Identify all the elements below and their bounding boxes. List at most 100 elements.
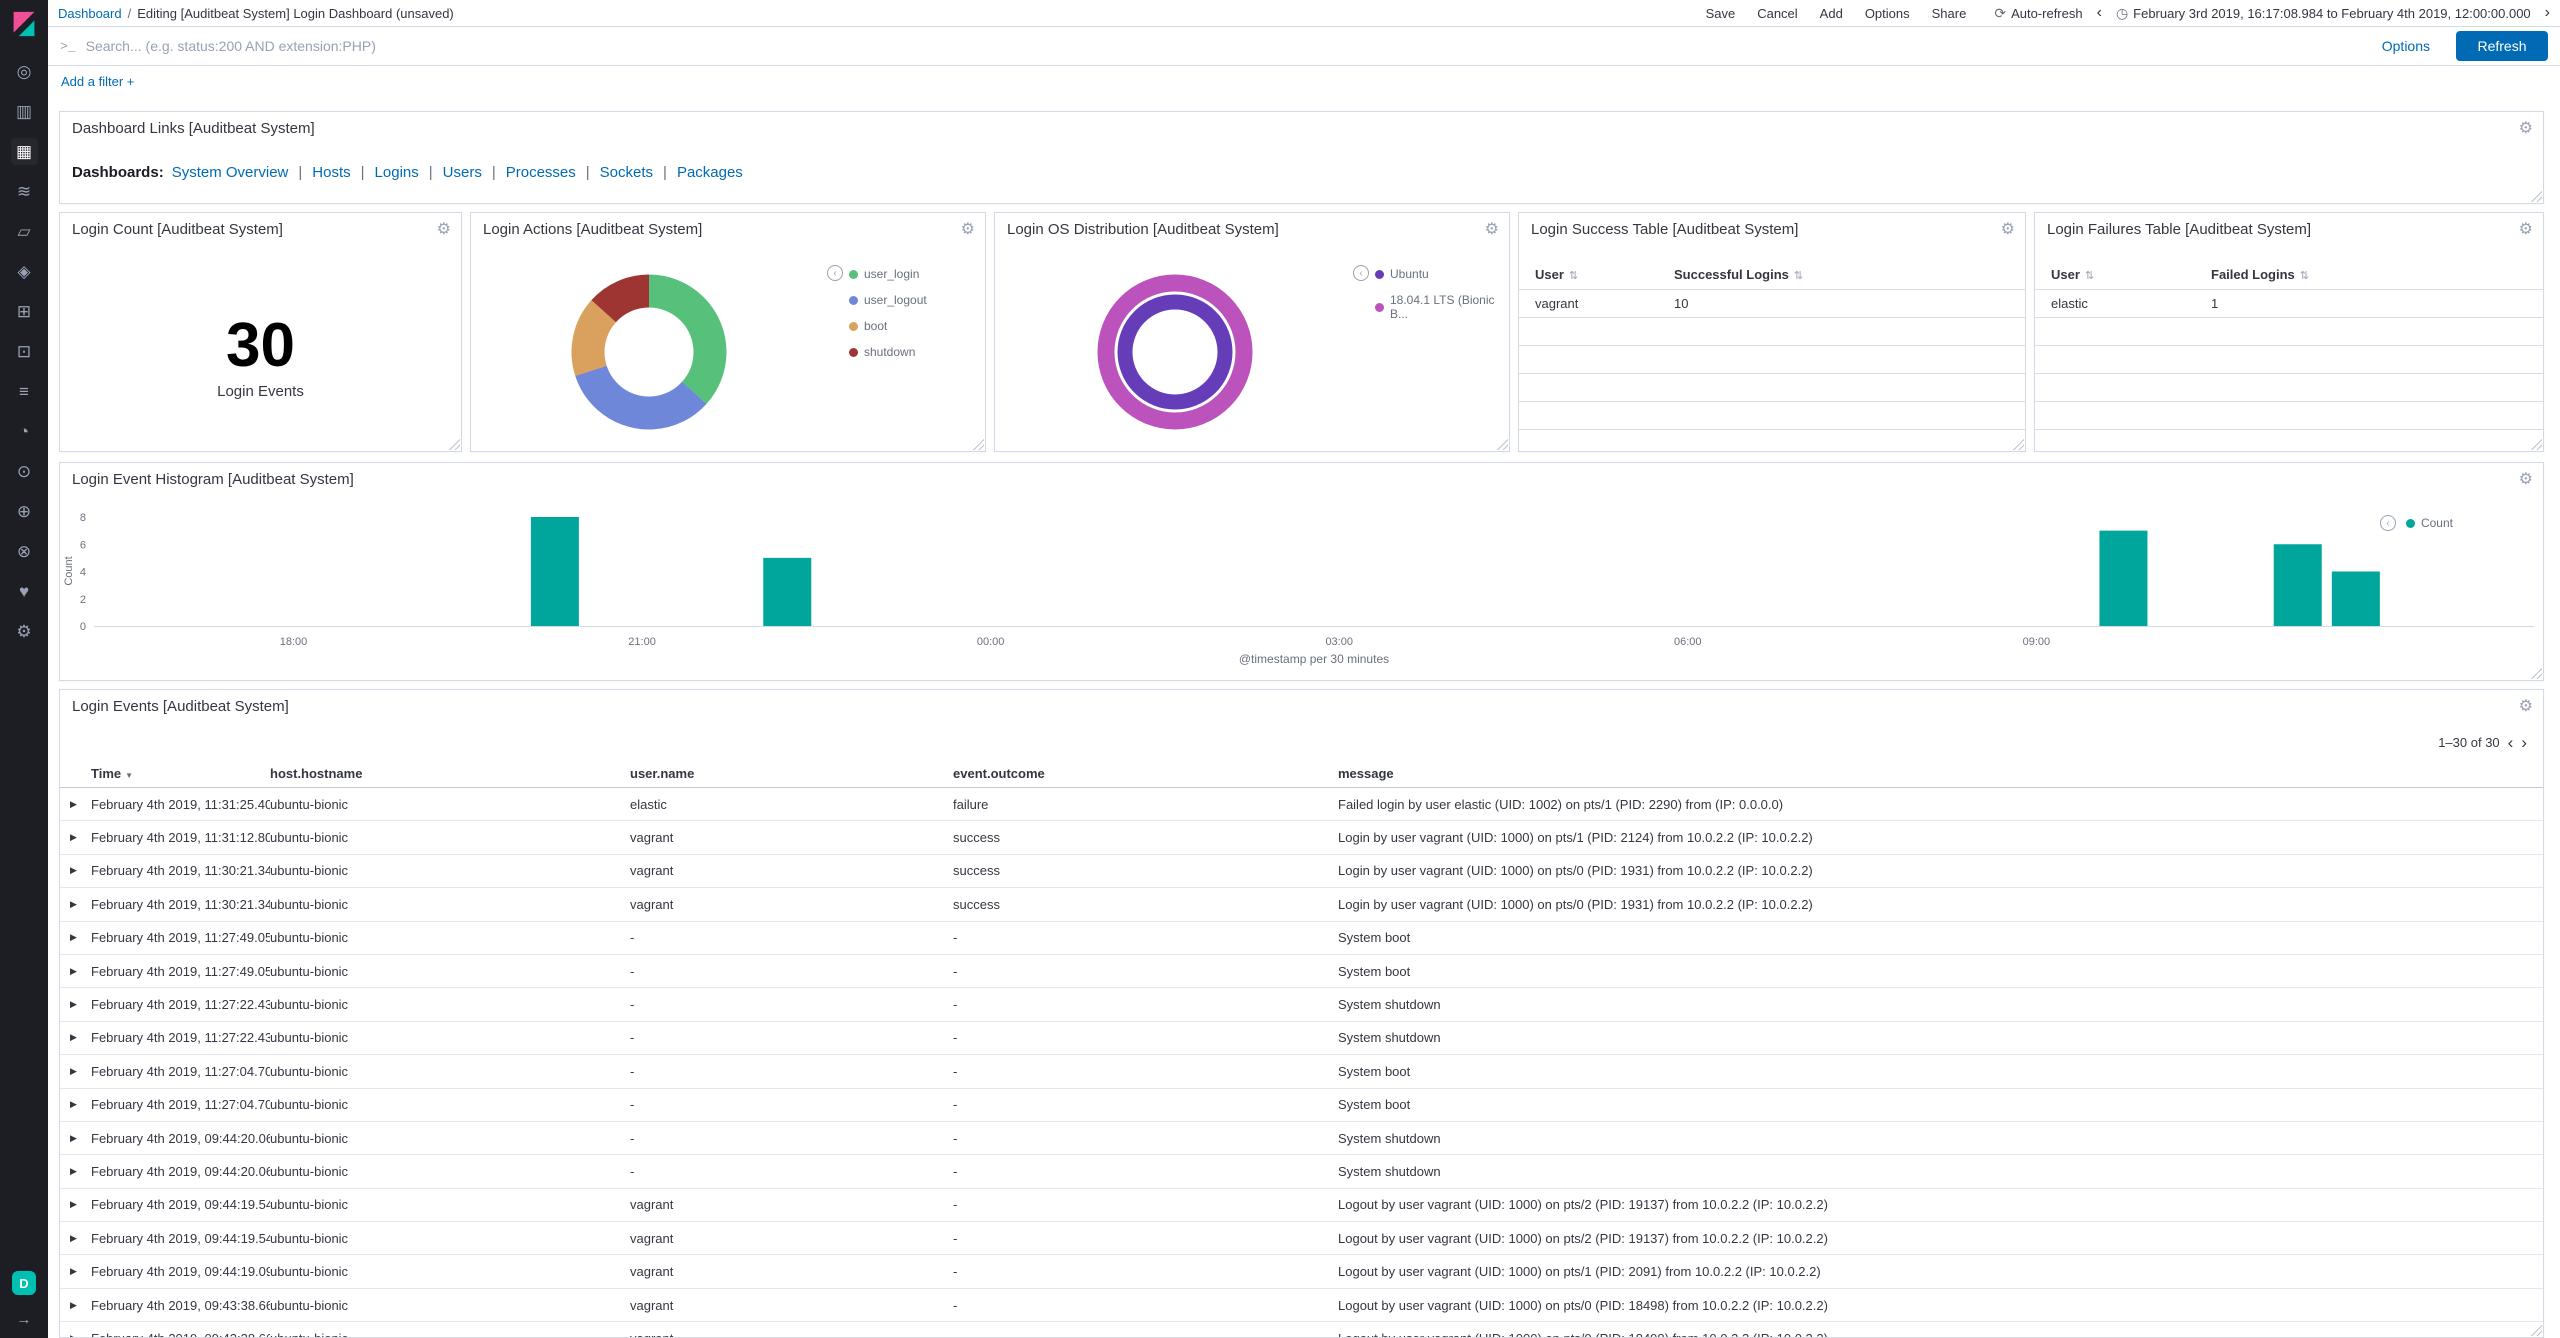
add-filter-link[interactable]: Add a filter +: [61, 74, 135, 89]
expand-row-icon[interactable]: ▶: [70, 1066, 86, 1077]
apm-icon[interactable]: ◔: [11, 418, 38, 445]
donut-slice[interactable]: [1097, 274, 1253, 430]
machine-learning-icon[interactable]: ⊞: [11, 298, 38, 325]
panel-title[interactable]: Login Actions [Auditbeat System]: [483, 221, 703, 238]
dashboard-link-users[interactable]: Users: [442, 164, 482, 181]
expand-row-icon[interactable]: ▶: [70, 1199, 86, 1210]
expand-row-icon[interactable]: ▶: [70, 1032, 86, 1043]
panel-options-gear-icon[interactable]: ⚙: [2518, 221, 2533, 238]
legend-item[interactable]: Ubuntu: [1375, 267, 1509, 281]
column-header-host-hostname[interactable]: host.hostname: [270, 766, 630, 781]
dashboard-link-system-overview[interactable]: System Overview: [171, 164, 289, 181]
histogram-bar[interactable]: [2273, 544, 2322, 626]
infrastructure-icon[interactable]: ⊡: [11, 338, 38, 365]
histogram-bar[interactable]: [530, 517, 579, 626]
auto-refresh-button[interactable]: ⟳ Auto-refresh: [1994, 5, 2082, 22]
expand-row-icon[interactable]: ▶: [70, 1333, 86, 1337]
column-header[interactable]: Failed Logins ⇅: [2211, 267, 2543, 282]
dashboard-link-packages[interactable]: Packages: [676, 164, 743, 181]
expand-row-icon[interactable]: ▶: [70, 865, 86, 876]
column-header[interactable]: User ⇅: [2051, 267, 2211, 282]
share-button[interactable]: Share: [1931, 5, 1967, 21]
column-header[interactable]: Successful Logins ⇅: [1674, 267, 2025, 282]
management-icon[interactable]: ⚙: [11, 618, 38, 645]
space-badge[interactable]: D: [12, 1271, 36, 1295]
dashboard-link-processes[interactable]: Processes: [505, 164, 576, 181]
panel-options-gear-icon[interactable]: ⚙: [2518, 698, 2533, 715]
panel-title[interactable]: Login Events [Auditbeat System]: [72, 698, 289, 715]
canvas-icon[interactable]: ▱: [11, 218, 38, 245]
time-range-button[interactable]: ◷ February 3rd 2019, 16:17:08.984 to Feb…: [2116, 5, 2531, 22]
expand-row-icon[interactable]: ▶: [70, 1300, 86, 1311]
legend-item[interactable]: shutdown: [849, 345, 927, 359]
expand-row-icon[interactable]: ▶: [70, 966, 86, 977]
collapse-nav-icon[interactable]: →: [16, 1311, 32, 1328]
time-step-forward-icon[interactable]: ›: [2544, 4, 2550, 21]
time-step-back-icon[interactable]: ‹: [2096, 4, 2102, 21]
donut-slice[interactable]: [571, 274, 727, 430]
save-button[interactable]: Save: [1705, 5, 1736, 21]
legend-toggle-icon[interactable]: ‹: [1353, 265, 1369, 281]
column-header-user-name[interactable]: user.name: [630, 766, 953, 781]
column-header-Time[interactable]: Time ▼: [91, 766, 270, 781]
legend-toggle-icon[interactable]: ‹: [2379, 515, 2396, 531]
donut-slice[interactable]: [1117, 294, 1233, 410]
expand-row-icon[interactable]: ▶: [70, 1166, 86, 1177]
dashboard-link-hosts[interactable]: Hosts: [312, 164, 351, 181]
expand-row-icon[interactable]: ▶: [70, 1099, 86, 1110]
expand-row-icon[interactable]: ▶: [70, 1133, 86, 1144]
legend-item[interactable]: boot: [849, 319, 927, 333]
panel-title[interactable]: Login Event Histogram [Auditbeat System]: [72, 471, 354, 488]
dashboard-link-sockets[interactable]: Sockets: [599, 164, 654, 181]
monitoring-icon[interactable]: ♥: [11, 578, 38, 605]
pagination-next-icon[interactable]: ›: [2521, 733, 2527, 752]
column-header[interactable]: User ⇅: [1535, 267, 1674, 282]
histogram-bar[interactable]: [763, 557, 812, 626]
dev-tools-icon[interactable]: ⊗: [11, 538, 38, 565]
visualize-icon[interactable]: ▥: [11, 98, 38, 125]
search-input[interactable]: [85, 38, 2372, 54]
breadcrumb-dashboard-link[interactable]: Dashboard: [58, 5, 122, 21]
refresh-button[interactable]: Refresh: [2456, 31, 2548, 61]
query-options-link[interactable]: Options: [2381, 38, 2430, 54]
panel-options-gear-icon[interactable]: ⚙: [2000, 221, 2015, 238]
dashboard-link-logins[interactable]: Logins: [374, 164, 419, 181]
legend-item[interactable]: Count: [2405, 516, 2453, 530]
expand-row-icon[interactable]: ▶: [70, 999, 86, 1010]
legend-item[interactable]: 18.04.1 LTS (Bionic B...: [1375, 293, 1509, 321]
panel-resize-handle[interactable]: [446, 436, 460, 450]
dashboard-icon[interactable]: ▦: [10, 138, 38, 165]
panel-title[interactable]: Login Failures Table [Auditbeat System]: [2047, 221, 2312, 238]
uptime-icon[interactable]: ⊙: [11, 458, 38, 485]
panel-options-gear-icon[interactable]: ⚙: [2518, 120, 2533, 137]
expand-row-icon[interactable]: ▶: [70, 932, 86, 943]
panel-options-gear-icon[interactable]: ⚙: [2518, 471, 2533, 488]
expand-row-icon[interactable]: ▶: [70, 1233, 86, 1244]
panel-title[interactable]: Login Count [Auditbeat System]: [72, 221, 283, 238]
legend-item[interactable]: user_login: [849, 267, 927, 281]
panel-title[interactable]: Dashboard Links [Auditbeat System]: [72, 120, 315, 137]
expand-row-icon[interactable]: ▶: [70, 799, 86, 810]
expand-row-icon[interactable]: ▶: [70, 899, 86, 910]
histogram-bar[interactable]: [2331, 571, 2380, 627]
histogram-bar[interactable]: [2099, 530, 2148, 626]
panel-title[interactable]: Login Success Table [Auditbeat System]: [1531, 221, 1799, 238]
expand-row-icon[interactable]: ▶: [70, 832, 86, 843]
column-header-message[interactable]: message: [1338, 766, 2543, 781]
add-button[interactable]: Add: [1819, 5, 1843, 21]
maps-icon[interactable]: ◈: [11, 258, 38, 285]
panel-options-gear-icon[interactable]: ⚙: [436, 221, 451, 238]
cancel-button[interactable]: Cancel: [1757, 5, 1798, 21]
logs-icon[interactable]: ≡: [11, 378, 38, 405]
legend-toggle-icon[interactable]: ‹: [827, 265, 843, 281]
discover-icon[interactable]: ◎: [11, 58, 38, 85]
expand-row-icon[interactable]: ▶: [70, 1266, 86, 1277]
panel-options-gear-icon[interactable]: ⚙: [960, 221, 975, 238]
panel-title[interactable]: Login OS Distribution [Auditbeat System]: [1007, 221, 1279, 238]
graph-icon[interactable]: ⊕: [11, 498, 38, 525]
panel-options-gear-icon[interactable]: ⚙: [1484, 221, 1499, 238]
panel-resize-handle[interactable]: [2528, 188, 2542, 202]
timelion-icon[interactable]: ≋: [11, 178, 38, 205]
legend-item[interactable]: user_logout: [849, 293, 927, 307]
pagination-prev-icon[interactable]: ‹: [2507, 733, 2514, 752]
